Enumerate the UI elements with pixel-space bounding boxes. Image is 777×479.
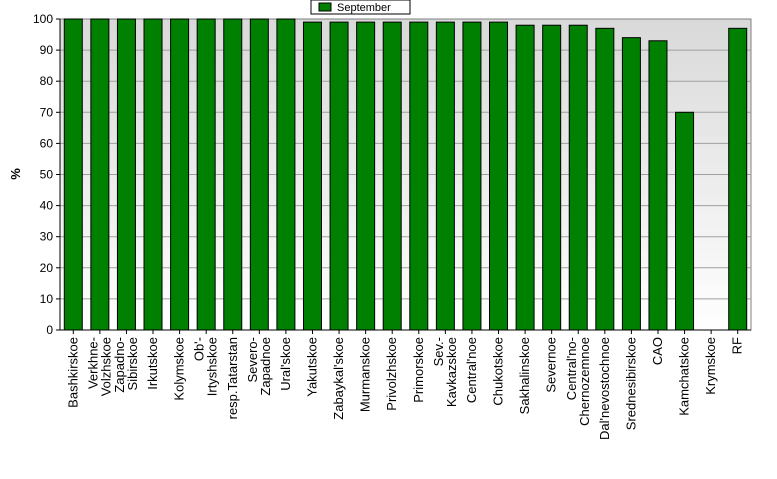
x-tick-label: Sakhalinskoe — [517, 337, 532, 414]
bar: Verkhne-Volzhskoe: 100 — [90, 18, 110, 331]
x-tick-label: RF — [730, 337, 745, 354]
x-tick-label: Krymskoe — [703, 337, 718, 395]
x-tick-label: Irkutskoe — [145, 337, 160, 390]
bar: CAO: 93 — [648, 40, 668, 331]
bar: Irkutskoe: 100 — [143, 18, 163, 331]
y-tick-label: 100 — [33, 12, 53, 26]
legend-swatch — [318, 2, 332, 12]
y-tick-label: 50 — [40, 168, 54, 182]
y-axis-label: % — [8, 168, 23, 180]
x-tick-label: Kavkazskoe — [444, 337, 459, 407]
x-tick-label: Bashkirskoe — [65, 337, 80, 408]
x-tick-label: Central'noe — [464, 337, 479, 403]
x-tick-label: Sibirskoe — [125, 337, 140, 390]
bar: resp.Tatarstan: 100 — [223, 18, 243, 331]
x-tick-label: Murmanskoe — [358, 337, 373, 412]
bar: Murmanskoe: 99 — [356, 21, 376, 331]
y-tick-label: 10 — [40, 292, 54, 306]
x-tick-label: resp.Tatarstan — [225, 337, 240, 419]
x-tick-label: Zapadnoe — [258, 337, 273, 396]
bar: Ob'-Irtyshskoe: 100 — [196, 18, 216, 331]
y-tick-label: 70 — [40, 105, 54, 119]
x-tick-label: Chukotskoe — [491, 337, 506, 406]
x-tick-label: Irtyshskoe — [205, 337, 220, 396]
bar: Zabaykal'skoe: 99 — [329, 21, 349, 331]
x-tick-label: Srednesibirskoe — [623, 337, 638, 430]
x-tick-label: Zapadno- — [112, 337, 127, 393]
x-tick-label: Severnoe — [544, 337, 559, 393]
bar: Bashkirskoe: 100 — [63, 18, 83, 331]
bar: Central'noe: 99 — [462, 21, 482, 331]
x-tick-label: Chernozemnoe — [577, 337, 592, 426]
x-tick-label: Ob'- — [192, 337, 207, 361]
bar: Privolzhskoe: 99 — [382, 21, 402, 331]
x-tick-label: Sev.- — [431, 337, 446, 366]
bar: Central'no-Chernozemnoe: 98 — [568, 24, 588, 331]
bar: Zapadno-Sibirskoe: 100 — [116, 18, 136, 331]
bar: Srednesibirskoe: 94 — [621, 37, 641, 331]
y-tick-label: 0 — [46, 323, 53, 337]
x-tick-label: Kolymskoe — [172, 337, 187, 401]
bar: Severnoe: 98 — [542, 24, 562, 331]
bar: Sakhalinskoe: 98 — [515, 24, 535, 331]
x-tick-label: Ural'skoe — [278, 337, 293, 391]
x-tick-label: CAO — [650, 337, 665, 365]
bar: RF: 97 — [728, 27, 748, 331]
legend: September — [310, 0, 411, 15]
x-tick-label: Volzhskoe — [98, 337, 113, 396]
x-tick-label: Kamchatskoe — [677, 337, 692, 416]
x-tick-label: Severo- — [245, 337, 260, 383]
y-tick-label: 80 — [40, 74, 54, 88]
bar: Chukotskoe: 99 — [489, 21, 509, 331]
x-tick-label: Primorskoe — [411, 337, 426, 403]
bar: Primorskoe: 99 — [409, 21, 429, 331]
legend-box — [310, 0, 411, 15]
x-tick-label: Dal'nevostochnoe — [597, 337, 612, 440]
bar: Yakutskoe: 99 — [302, 21, 322, 331]
y-tick-label: 60 — [40, 136, 54, 150]
bar: Kamchatskoe: 70 — [675, 111, 695, 331]
x-tick-label: Yakutskoe — [304, 337, 319, 397]
x-tick-label: Verkhne- — [85, 337, 100, 389]
bars: Bashkirskoe: 100 Verkhne-Volzhskoe: 100 Za… — [63, 18, 748, 331]
bar: Kolymskoe: 100 — [170, 18, 190, 331]
x-tick-label: Central'no- — [564, 337, 579, 400]
bar: Ural'skoe: 100 — [276, 18, 296, 331]
x-tick-label: Privolzhskoe — [384, 337, 399, 411]
y-tick-label: 90 — [40, 43, 54, 57]
y-tick-label: 30 — [40, 230, 54, 244]
y-axis: 0 10 20 30 40 50 60 70 80 90 100 — [33, 12, 751, 337]
x-axis: Bashkirskoe Verkhne-VolzhskoeZapadno-Sibi… — [65, 330, 745, 440]
bar: Dal'nevostochnoe: 97 — [595, 27, 615, 331]
legend-label: September — [337, 2, 391, 14]
y-tick-label: 40 — [40, 199, 54, 213]
bar: Sev.-Kavkazskoe: 99 — [435, 21, 455, 331]
bar: Severo-Zapadnoe: 100 — [249, 18, 269, 331]
y-tick-label: 20 — [40, 261, 54, 275]
x-tick-label: Zabaykal'skoe — [331, 337, 346, 420]
